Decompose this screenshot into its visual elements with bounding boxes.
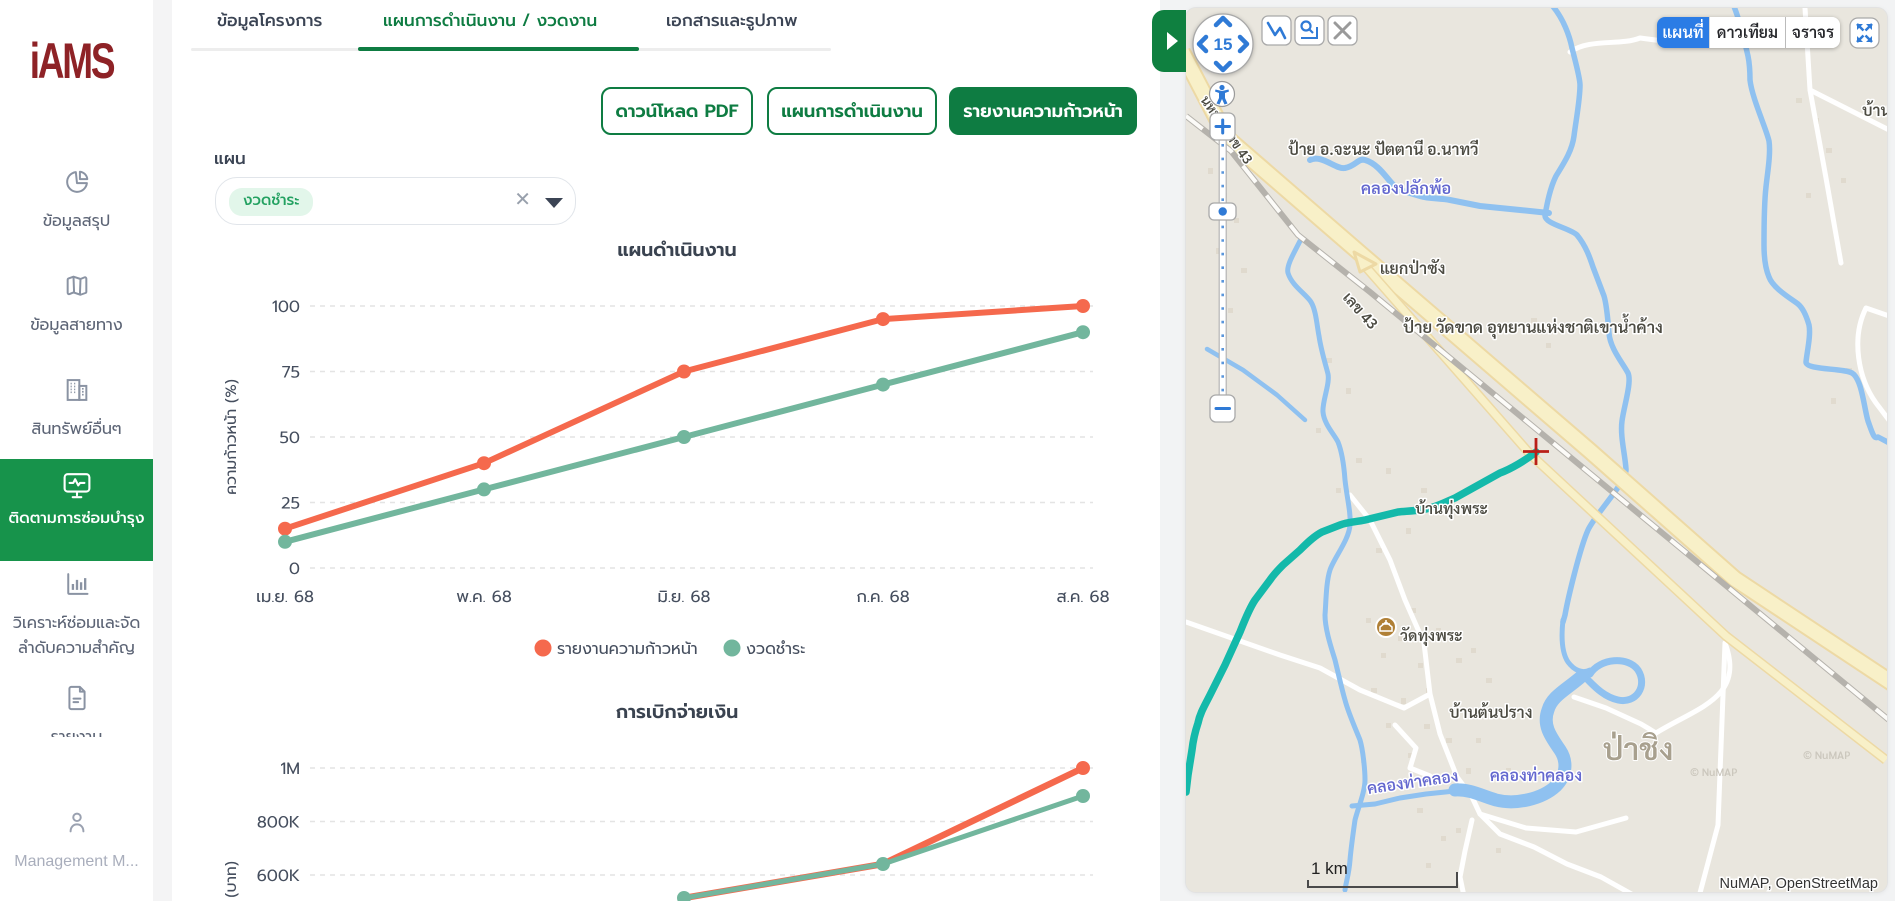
svg-text:บ้านต้นปราง: บ้านต้นปราง [1449,700,1532,722]
svg-text:NuMAP, OpenStreetMap: NuMAP, OpenStreetMap [1719,876,1878,892]
svg-text:1 km: 1 km [1311,859,1348,878]
svg-text:© NuMAP: © NuMAP [1690,764,1738,779]
svg-text:ป้าย วัดขาด อุทยานแห่งชาติเขาน: ป้าย วัดขาด อุทยานแห่งชาติเขาน้ำค้าง [1403,311,1663,339]
svg-text:0: 0 [289,556,300,581]
svg-text:เม.ย. 68: เม.ย. 68 [256,584,314,609]
svg-text:ป่าชิง: ป่าชิง [1603,728,1674,768]
svg-text:75: 75 [282,360,300,385]
svg-text:600K: 600K [257,863,300,888]
svg-text:ความก้าวหน้า (%): ความก้าวหน้า (%) [219,379,243,495]
svg-text:15: 15 [1214,35,1233,54]
svg-text:บ้านทุ่งพระ: บ้านทุ่งพระ [1415,497,1488,520]
svg-text:งวดชำระ: งวดชำระ [746,637,805,661]
svg-text:รายงานความก้าวหน้า: รายงานความก้าวหน้า [557,637,698,661]
svg-text:ป้าย อ.จะนะ ปัตตานี อ.นาทวี: ป้าย อ.จะนะ ปัตตานี อ.นาทวี [1288,138,1479,159]
svg-text:25: 25 [281,491,300,516]
svg-text:พ.ค. 68: พ.ค. 68 [456,584,512,609]
svg-text:800K: 800K [257,810,300,835]
svg-text:คลองท่าคลอง: คลองท่าคลอง [1490,764,1582,785]
svg-text:100: 100 [272,294,300,319]
svg-text:คลองปลักพ้อ: คลองปลักพ้อ [1361,176,1451,198]
svg-text:50: 50 [280,425,301,450]
svg-text:วัดทุ่งพระ: วัดทุ่งพระ [1400,624,1463,647]
svg-text:ก.ค. 68: ก.ค. 68 [856,584,909,609]
svg-text:ส.ค. 68: ส.ค. 68 [1057,584,1110,609]
svg-text:บ้านนา: บ้านนา [1862,98,1887,120]
svg-text:1M: 1M [280,756,300,781]
svg-text:แยกป่าซัง: แยกป่าซัง [1380,257,1445,278]
svg-text:มิ.ย. 68: มิ.ย. 68 [658,584,711,609]
svg-text:ค่าใช้จ่าย (บาท): ค่าใช้จ่าย (บาท) [219,861,243,901]
svg-text:แผนดำเนินงาน: แผนดำเนินงาน [617,236,736,265]
svg-text:การเบิกจ่ายเงิน: การเบิกจ่ายเงิน [616,698,739,727]
svg-text:© NuMAP: © NuMAP [1803,747,1851,762]
